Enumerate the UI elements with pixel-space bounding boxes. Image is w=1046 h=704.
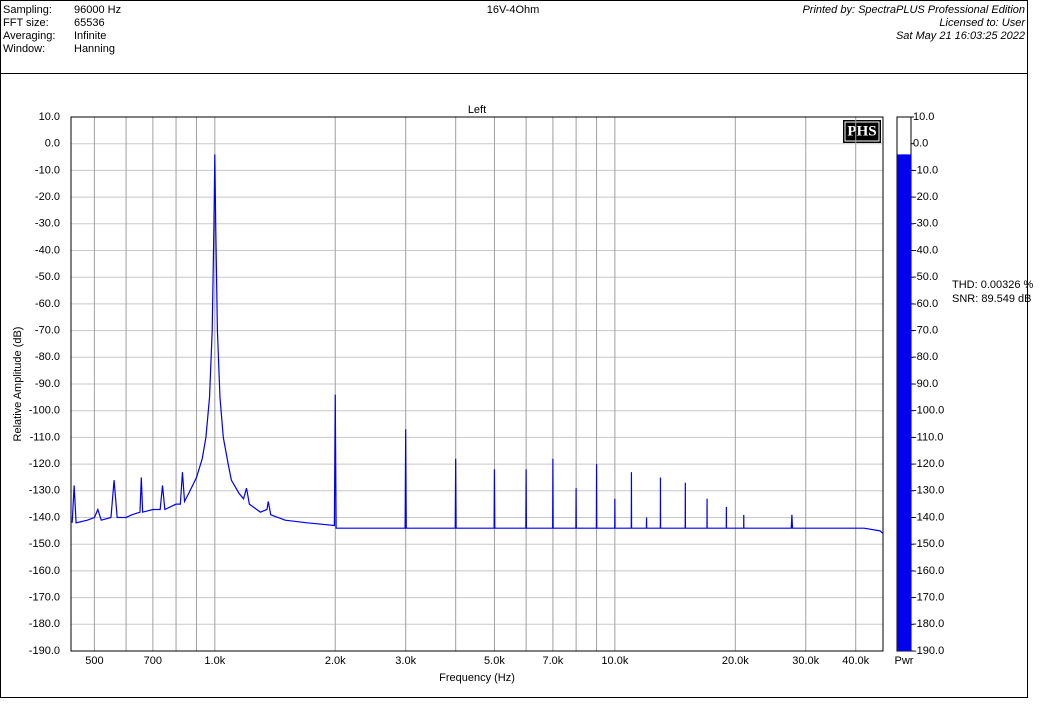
header-value: 96000 Hz xyxy=(74,4,121,16)
y-tick-label: -190.0 xyxy=(29,645,60,657)
y-tick-label: -160.0 xyxy=(29,565,60,577)
y-tick-label: -50.0 xyxy=(35,271,60,283)
colorbar-tick-label: -150.0 xyxy=(913,538,944,550)
colorbar-tick-label: -60.0 xyxy=(913,298,938,310)
chart-title: Left xyxy=(468,104,486,116)
logo-box xyxy=(843,120,881,143)
colorbar-tick-label: -50.0 xyxy=(913,271,938,283)
header-label: Window: xyxy=(3,43,45,55)
header-center: 16V-4Ohm xyxy=(487,4,540,16)
y-tick-label: -140.0 xyxy=(29,511,60,523)
page-frame xyxy=(0,0,1028,698)
y-tick-label: -80.0 xyxy=(35,351,60,363)
colorbar-tick-label: -140.0 xyxy=(913,511,944,523)
y-axis-label: Relative Amplitude (dB) xyxy=(12,327,24,442)
header-value: 65536 xyxy=(74,17,105,29)
x-tick-label: 700 xyxy=(144,655,162,667)
header-right: Licensed to: User xyxy=(939,17,1026,29)
colorbar-tick-label: 0.0 xyxy=(913,138,928,150)
colorbar-tick-label: -170.0 xyxy=(913,592,944,604)
x-tick-label: 500 xyxy=(85,655,103,667)
y-tick-label: -100.0 xyxy=(29,405,60,417)
x-axis-label: Frequency (Hz) xyxy=(439,672,515,684)
header-right: Sat May 21 16:03:25 2022 xyxy=(896,30,1025,42)
x-tick-label: 10.0k xyxy=(601,655,628,667)
colorbar-level xyxy=(897,154,911,651)
y-tick-label: -170.0 xyxy=(29,592,60,604)
y-tick-label: -120.0 xyxy=(29,458,60,470)
colorbar-tick-label: -20.0 xyxy=(913,191,938,203)
header-label: Sampling: xyxy=(3,4,52,16)
colorbar-tick-label: -160.0 xyxy=(913,565,944,577)
header-right: Printed by: SpectraPLUS Professional Edi… xyxy=(802,4,1025,16)
colorbar-tick-label: -130.0 xyxy=(913,485,944,497)
x-tick-label: 5.0k xyxy=(484,655,505,667)
y-tick-label: -70.0 xyxy=(35,325,60,337)
y-tick-label: -150.0 xyxy=(29,538,60,550)
colorbar-tick-label: -120.0 xyxy=(913,458,944,470)
y-tick-label: 0.0 xyxy=(45,138,60,150)
spectrum-line xyxy=(71,154,884,534)
y-tick-label: -30.0 xyxy=(35,218,60,230)
y-tick-label: -10.0 xyxy=(35,164,60,176)
header-value: Infinite xyxy=(74,30,106,42)
colorbar-tick-label: -190.0 xyxy=(913,645,944,657)
colorbar-tick-label: 10.0 xyxy=(913,111,934,123)
colorbar-tick-label: -110.0 xyxy=(913,431,943,443)
header-value: Hanning xyxy=(74,43,115,55)
y-tick-label: -180.0 xyxy=(29,618,60,630)
colorbar-tick-label: -180.0 xyxy=(913,618,944,630)
colorbar-tick-label: -30.0 xyxy=(913,218,938,230)
colorbar-tick-label: -40.0 xyxy=(913,244,938,256)
x-tick-label: 20.0k xyxy=(722,655,749,667)
x-tick-label: 1.0k xyxy=(204,655,225,667)
colorbar-tick-label: -70.0 xyxy=(913,325,938,337)
colorbar-tick-label: -90.0 xyxy=(913,378,938,390)
x-tick-label: 3.0k xyxy=(395,655,416,667)
x-tick-label: 30.0k xyxy=(792,655,819,667)
logo-inner xyxy=(844,121,880,142)
y-tick-label: -40.0 xyxy=(35,244,60,256)
y-tick-label: 10.0 xyxy=(39,111,60,123)
colorbar-label: Pwr xyxy=(895,655,914,667)
annotation: SNR: 89.549 dB xyxy=(952,293,1032,305)
y-tick-label: -130.0 xyxy=(29,485,60,497)
colorbar-tick-label: -10.0 xyxy=(913,164,938,176)
annotation: THD: 0.00326 % xyxy=(952,279,1034,291)
x-tick-label: 2.0k xyxy=(325,655,346,667)
x-tick-label: 40.0k xyxy=(842,655,869,667)
y-tick-label: -60.0 xyxy=(35,298,60,310)
logo: PHS xyxy=(847,123,876,139)
plot-frame xyxy=(70,116,884,652)
y-tick-label: -20.0 xyxy=(35,191,60,203)
x-tick-label: 7.0k xyxy=(543,655,564,667)
colorbar-tick-label: -100.0 xyxy=(913,405,944,417)
colorbar-tick-label: -80.0 xyxy=(913,351,938,363)
header-label: FFT size: xyxy=(3,17,49,29)
y-tick-label: -110.0 xyxy=(30,431,60,443)
y-tick-label: -90.0 xyxy=(35,378,60,390)
header-label: Averaging: xyxy=(3,30,55,42)
